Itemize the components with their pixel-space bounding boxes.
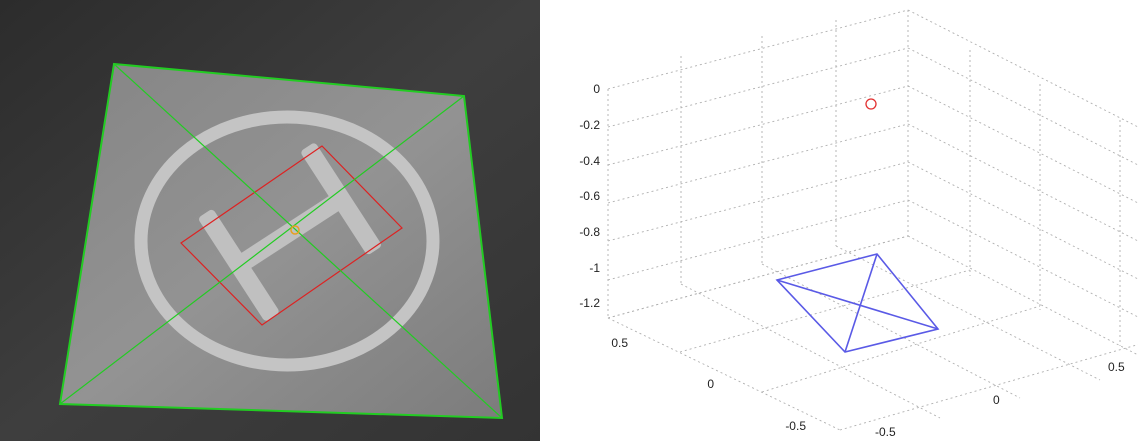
z-tick-label: -0.6 (579, 189, 600, 203)
helipad-circle-marking (134, 110, 440, 372)
estimated-position-marker (865, 98, 877, 110)
z-tick-label: -0.4 (579, 154, 600, 168)
pad-diagonal-2 (59, 95, 465, 405)
z-tick-label: -0.2 (579, 118, 600, 132)
right-axis-tick-label: 0 (993, 393, 1000, 407)
right-axis-tick-label: -0.5 (875, 425, 896, 439)
plot-canvas: 0 -0.2 -0.4 -0.6 -0.8 -1 -1.2 0.5 0 -0.5… (579, 9, 1138, 439)
camera-frame-image (0, 0, 540, 441)
left-axis-tick-label: 0.5 (611, 336, 628, 350)
h-detection-outline (180, 145, 403, 326)
pad-diagonal-1 (113, 63, 503, 419)
helipad-h-marking (199, 143, 381, 321)
z-tick-label: -0.8 (579, 225, 600, 239)
right-axis-ticks: 0.5 0 -0.5 (875, 360, 1125, 439)
left-axis-tick-label: 0 (707, 377, 714, 391)
z-axis-ticks: 0 -0.2 -0.4 -0.6 -0.8 -1 -1.2 (579, 82, 600, 310)
left-axis-tick-label: -0.5 (785, 419, 806, 433)
left-axis-ticks: 0.5 0 -0.5 (611, 336, 806, 433)
plot-grid (607, 9, 1138, 431)
camera-frame-panel (0, 0, 540, 441)
pose-3d-plot: 0 -0.2 -0.4 -0.6 -0.8 -1 -1.2 0.5 0 -0.5… (540, 0, 1138, 441)
z-tick-label: 0 (593, 82, 600, 96)
pad-wireframe (775, 253, 940, 353)
pad-center-marker (290, 225, 300, 235)
right-axis-tick-label: 0.5 (1108, 360, 1125, 374)
z-tick-label: -1.2 (579, 296, 600, 310)
z-tick-label: -1 (589, 261, 600, 275)
